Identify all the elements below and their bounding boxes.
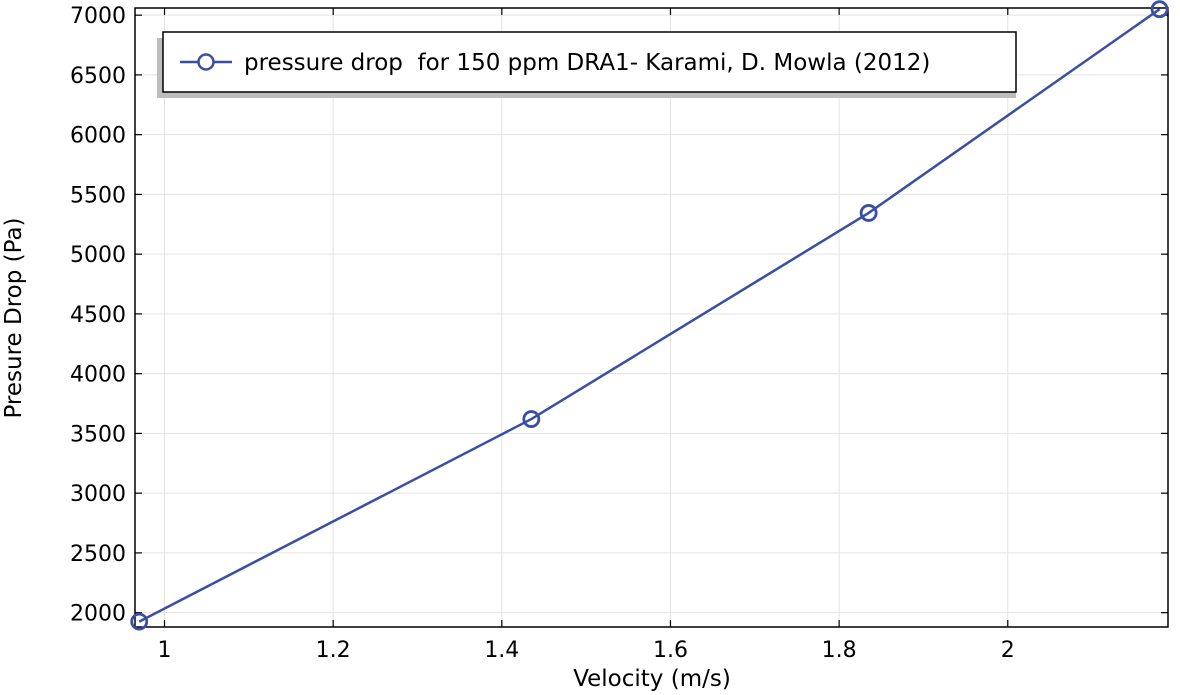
data-point — [522, 410, 541, 428]
y-tick-label: 3500 — [70, 422, 126, 447]
legend: pressure drop for 150 ppm DRA1- Karami, … — [157, 31, 1017, 98]
data-point — [1150, 0, 1169, 19]
data-point — [859, 204, 878, 222]
y-tick-label: 4000 — [70, 363, 126, 388]
x-tick-label: 1.8 — [822, 638, 857, 663]
y-tick-label: 3000 — [70, 482, 126, 507]
y-tick-label: 6000 — [70, 124, 126, 149]
x-tick-label: 1.2 — [316, 638, 351, 663]
x-tick-label: 1.6 — [653, 638, 688, 663]
x-axis-title: Velocity (m/s) — [573, 666, 731, 692]
series-layer — [130, 0, 1169, 631]
x-axis-ticks: 1 1.2 1.4 1.6 1.8 2 — [158, 8, 1015, 663]
y-tick-label: 2000 — [70, 602, 126, 627]
legend-box — [162, 31, 1017, 93]
y-axis-title: Presure Drop (Pa) — [1, 217, 27, 418]
legend-marker-swatch — [197, 53, 215, 71]
x-tick-label: 1 — [158, 638, 172, 663]
y-tick-label: 6500 — [70, 64, 126, 89]
y-tick-label: 5000 — [70, 243, 126, 268]
y-tick-label: 4500 — [70, 303, 126, 328]
legend-label: pressure drop for 150 ppm DRA1- Karami, … — [244, 50, 930, 76]
y-axis-ticks: 2000 2500 3000 3500 4000 4500 5000 5500 6000 6500… — [70, 4, 1168, 627]
x-tick-label: 1.4 — [484, 638, 519, 663]
plot-frame — [134, 7, 1169, 628]
x-tick-label: 2 — [1001, 638, 1015, 663]
y-tick-label: 7000 — [70, 4, 126, 29]
data-point — [130, 612, 149, 631]
y-tick-label: 5500 — [70, 183, 126, 208]
y-tick-label: 2500 — [70, 542, 126, 567]
grid — [135, 8, 1168, 627]
series-line — [138, 8, 1161, 623]
